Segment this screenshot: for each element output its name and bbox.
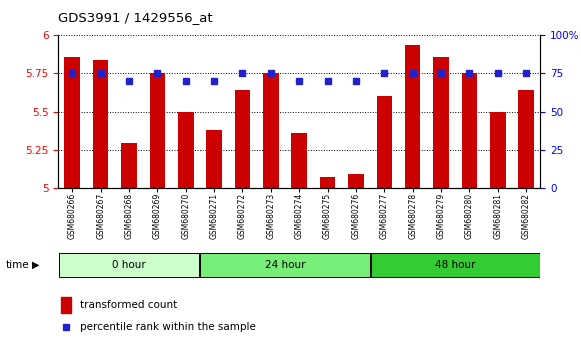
Bar — [518, 90, 534, 188]
Text: 48 hour: 48 hour — [435, 259, 475, 270]
Bar — [200, 253, 370, 276]
Bar — [490, 112, 505, 188]
Text: ▶: ▶ — [32, 259, 40, 270]
Bar — [64, 57, 80, 188]
Text: time: time — [6, 259, 30, 270]
Bar — [178, 112, 193, 188]
Bar — [61, 297, 71, 313]
Bar — [59, 253, 199, 276]
Bar — [263, 74, 279, 188]
Bar — [206, 130, 222, 188]
Bar — [121, 143, 137, 188]
Text: GDS3991 / 1429556_at: GDS3991 / 1429556_at — [58, 11, 213, 24]
Bar — [149, 74, 165, 188]
Text: 0 hour: 0 hour — [112, 259, 146, 270]
Bar — [292, 133, 307, 188]
Bar — [235, 90, 250, 188]
Bar — [433, 57, 449, 188]
Text: transformed count: transformed count — [80, 300, 177, 310]
Bar — [376, 96, 392, 188]
Bar — [348, 174, 364, 188]
Bar — [371, 253, 540, 276]
Bar — [462, 74, 477, 188]
Bar — [320, 177, 335, 188]
Bar — [405, 45, 421, 188]
Text: percentile rank within the sample: percentile rank within the sample — [80, 322, 256, 332]
Bar — [93, 60, 109, 188]
Text: 24 hour: 24 hour — [265, 259, 305, 270]
